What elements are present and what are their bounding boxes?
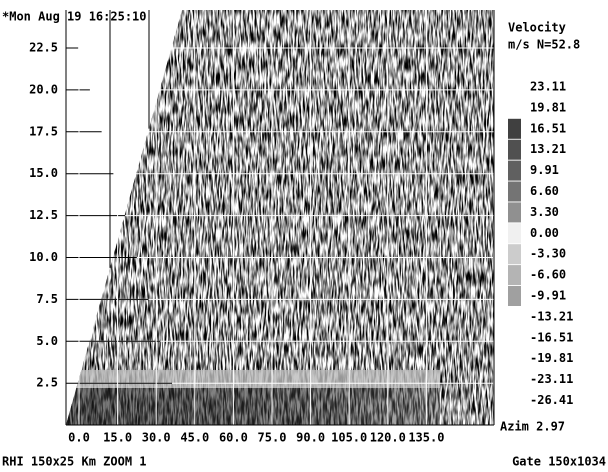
legend-swatch: [508, 160, 521, 181]
gate-label: Gate 150x1034: [512, 455, 606, 469]
x-tick-label: 135.0: [408, 431, 444, 445]
legend-label: -16.51: [530, 330, 573, 344]
legend-label: -9.91: [530, 289, 566, 303]
legend-label: -26.41: [530, 393, 573, 407]
y-tick-label: 2.5: [36, 376, 58, 390]
y-tick-label: 20.0: [29, 82, 58, 96]
x-tick-label: 30.0: [142, 431, 171, 445]
y-tick-label: 7.5: [36, 292, 58, 306]
legend-label: -23.11: [530, 372, 573, 386]
legend-swatch: [508, 244, 521, 265]
legend-label: 19.81: [530, 100, 566, 114]
legend-label: 13.21: [530, 142, 566, 156]
y-tick-label: 17.5: [29, 124, 58, 138]
legend-label: 9.91: [530, 163, 559, 177]
x-tick-label: 90.0: [296, 431, 325, 445]
x-tick-label: 60.0: [219, 431, 248, 445]
legend-label: 6.60: [530, 184, 559, 198]
grid: [66, 10, 494, 425]
legend-title: Velocity: [508, 21, 566, 35]
legend-swatch: [508, 181, 521, 202]
legend-label: -13.21: [530, 309, 573, 323]
azimuth: Azim 2.97: [500, 420, 565, 434]
y-tick-label: 5.0: [36, 334, 58, 348]
legend-subtitle: m/s N=52.8: [508, 38, 580, 52]
x-tick-label: 120.0: [370, 431, 406, 445]
legend-label: 23.11: [530, 80, 566, 94]
x-tick-label: 75.0: [258, 431, 287, 445]
mode-label: RHI 150x25 Km ZOOM 1: [2, 455, 147, 469]
legend-swatch: [508, 139, 521, 160]
legend-label: 3.30: [530, 205, 559, 219]
radar-field: [66, 10, 494, 425]
x-tick-label: 45.0: [180, 431, 209, 445]
legend-swatch: [508, 223, 521, 244]
timestamp: *Mon Aug 19 16:25:10: [2, 10, 147, 24]
legend-swatch: [508, 265, 521, 286]
legend-label: -6.60: [530, 268, 566, 282]
legend-label: 0.00: [530, 226, 559, 240]
x-tick-label: 0.0: [68, 431, 90, 445]
y-tick-label: 22.5: [29, 41, 58, 55]
x-tick-label: 15.0: [103, 431, 132, 445]
y-tick-label: 12.5: [29, 208, 58, 222]
y-tick-label: 15.0: [29, 166, 58, 180]
legend-label: -19.81: [530, 351, 573, 365]
legend-swatch: [508, 286, 521, 306]
legend-label: -3.30: [530, 247, 566, 261]
legend-swatch: [508, 118, 521, 139]
legend-label: 16.51: [530, 121, 566, 135]
y-tick-label: 10.0: [29, 250, 58, 264]
x-tick-label: 105.0: [331, 431, 367, 445]
legend-swatch: [508, 202, 521, 223]
